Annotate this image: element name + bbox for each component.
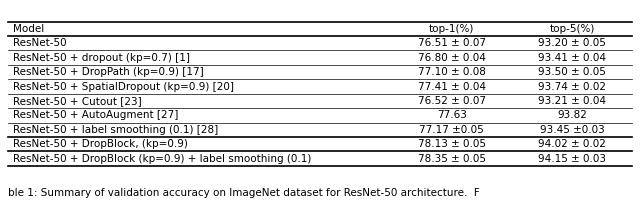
Text: 77.63: 77.63 <box>437 110 467 120</box>
Text: ResNet-50 + DropBlock, (kp=0.9): ResNet-50 + DropBlock, (kp=0.9) <box>13 139 188 149</box>
Text: 76.51 ± 0.07: 76.51 ± 0.07 <box>418 38 486 48</box>
Text: 93.50 ± 0.05: 93.50 ± 0.05 <box>538 67 606 77</box>
Text: 77.17 ±0.05: 77.17 ±0.05 <box>419 125 484 135</box>
Text: 77.41 ± 0.04: 77.41 ± 0.04 <box>418 82 486 91</box>
Text: 93.41 ± 0.04: 93.41 ± 0.04 <box>538 53 606 63</box>
Text: 93.21 ± 0.04: 93.21 ± 0.04 <box>538 96 606 106</box>
Text: ResNet-50 + dropout (kp=0.7) [1]: ResNet-50 + dropout (kp=0.7) [1] <box>13 53 190 63</box>
Text: ResNet-50 + label smoothing (0.1) [28]: ResNet-50 + label smoothing (0.1) [28] <box>13 125 218 135</box>
Text: ResNet-50: ResNet-50 <box>13 38 67 48</box>
Text: top-1(%): top-1(%) <box>429 24 474 34</box>
Text: 78.13 ± 0.05: 78.13 ± 0.05 <box>418 139 486 149</box>
Text: 94.15 ± 0.03: 94.15 ± 0.03 <box>538 154 606 164</box>
Text: top-5(%): top-5(%) <box>549 24 595 34</box>
Text: 93.45 ±0.03: 93.45 ±0.03 <box>540 125 604 135</box>
Text: ResNet-50 + Cutout [23]: ResNet-50 + Cutout [23] <box>13 96 141 106</box>
Text: ResNet-50 + DropBlock (kp=0.9) + label smoothing (0.1): ResNet-50 + DropBlock (kp=0.9) + label s… <box>13 154 311 164</box>
Text: ResNet-50 + SpatialDropout (kp=0.9) [20]: ResNet-50 + SpatialDropout (kp=0.9) [20] <box>13 82 234 91</box>
Text: 78.35 ± 0.05: 78.35 ± 0.05 <box>418 154 486 164</box>
Text: 94.02 ± 0.02: 94.02 ± 0.02 <box>538 139 606 149</box>
Text: ble 1: Summary of validation accuracy on ImageNet dataset for ResNet-50 architec: ble 1: Summary of validation accuracy on… <box>8 188 479 198</box>
Text: 93.20 ± 0.05: 93.20 ± 0.05 <box>538 38 606 48</box>
Text: 76.52 ± 0.07: 76.52 ± 0.07 <box>418 96 486 106</box>
Text: 93.82: 93.82 <box>557 110 587 120</box>
Text: Model: Model <box>13 24 44 34</box>
Text: 76.80 ± 0.04: 76.80 ± 0.04 <box>418 53 486 63</box>
Text: 77.10 ± 0.08: 77.10 ± 0.08 <box>418 67 486 77</box>
Text: ResNet-50 + AutoAugment [27]: ResNet-50 + AutoAugment [27] <box>13 110 178 120</box>
Text: 93.74 ± 0.02: 93.74 ± 0.02 <box>538 82 606 91</box>
Text: ResNet-50 + DropPath (kp=0.9) [17]: ResNet-50 + DropPath (kp=0.9) [17] <box>13 67 204 77</box>
